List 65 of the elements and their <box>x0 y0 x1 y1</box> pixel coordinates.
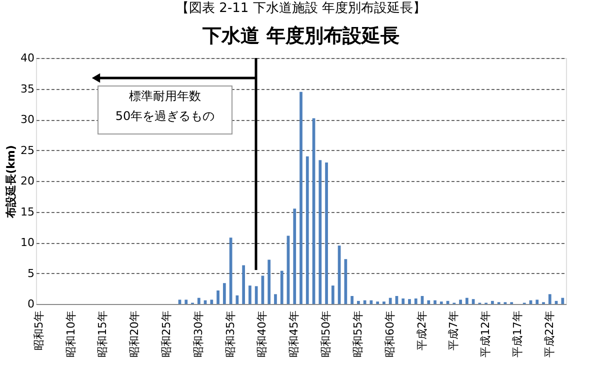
bar <box>306 156 309 304</box>
bar <box>242 265 245 304</box>
bar <box>331 286 334 304</box>
chart-subtitle: 下水道 年度別布設延長 <box>202 25 400 47</box>
bar <box>465 298 468 304</box>
y-tick-label: 20 <box>20 174 34 188</box>
x-tick-label: 平成7年 <box>447 310 460 350</box>
x-tick-label: 昭和20年 <box>128 310 142 358</box>
bar <box>491 300 494 304</box>
x-tick-label: 昭和15年 <box>96 310 110 358</box>
bar <box>427 300 430 304</box>
x-tick-label: 平成22年 <box>542 310 556 358</box>
bar <box>357 300 360 304</box>
bar <box>434 300 436 304</box>
bar <box>388 298 392 304</box>
bar <box>293 208 296 304</box>
bar <box>459 300 462 304</box>
x-tick-label: 平成2年 <box>415 310 428 350</box>
bar <box>536 300 539 304</box>
y-tick-label: 15 <box>20 205 34 218</box>
x-tick-label: 昭和50年 <box>320 310 333 358</box>
y-tick-label: 30 <box>20 113 34 126</box>
y-tick-label: 0 <box>28 298 34 310</box>
x-tick-label: 昭和40年 <box>256 310 269 358</box>
x-tick-label: 平成17年 <box>510 310 524 358</box>
bar <box>254 286 258 304</box>
bar <box>222 283 226 304</box>
bar <box>210 300 214 304</box>
y-tick-label: 25 <box>20 144 34 157</box>
bar <box>178 300 182 304</box>
chart-title: 【図表 2-11 下水道施設 年度別布設延長】 <box>176 0 426 16</box>
bar <box>236 295 239 304</box>
x-tick-label: 昭和30年 <box>192 310 205 358</box>
bar <box>274 294 277 304</box>
x-tick-label: 昭和35年 <box>224 310 237 358</box>
bar <box>184 300 188 304</box>
bar <box>318 160 322 304</box>
bar <box>414 298 418 304</box>
x-tick-label: 昭和10年 <box>64 310 78 358</box>
y-tick-label: 5 <box>28 266 34 280</box>
bar <box>344 259 348 304</box>
bar <box>300 92 302 304</box>
bar <box>408 299 411 304</box>
x-tick-label: 昭和60年 <box>383 310 396 358</box>
y-axis-title: 布設延長(km) <box>4 145 18 219</box>
bar <box>363 300 366 304</box>
x-tick-label: 昭和55年 <box>351 310 364 358</box>
bar <box>268 260 271 304</box>
x-tick-label: 昭和45年 <box>288 310 301 358</box>
y-tick-label: 10 <box>20 236 34 249</box>
x-tick-label: 平成12年 <box>479 310 492 358</box>
y-tick-label: 40 <box>20 52 34 64</box>
x-tick-label: 昭和25年 <box>160 310 173 358</box>
bar <box>548 294 552 304</box>
bar <box>248 286 252 304</box>
bar <box>216 290 220 304</box>
y-tick-label: 35 <box>20 82 34 96</box>
bar <box>197 298 200 304</box>
bar <box>402 298 405 304</box>
x-tick-label: 昭和5年 <box>32 310 46 350</box>
annotation: 標準耐用年数 50年を過ぎるもの <box>115 89 215 123</box>
bar <box>350 296 354 304</box>
bar <box>280 270 284 304</box>
bar <box>325 162 328 304</box>
bar <box>561 298 564 304</box>
